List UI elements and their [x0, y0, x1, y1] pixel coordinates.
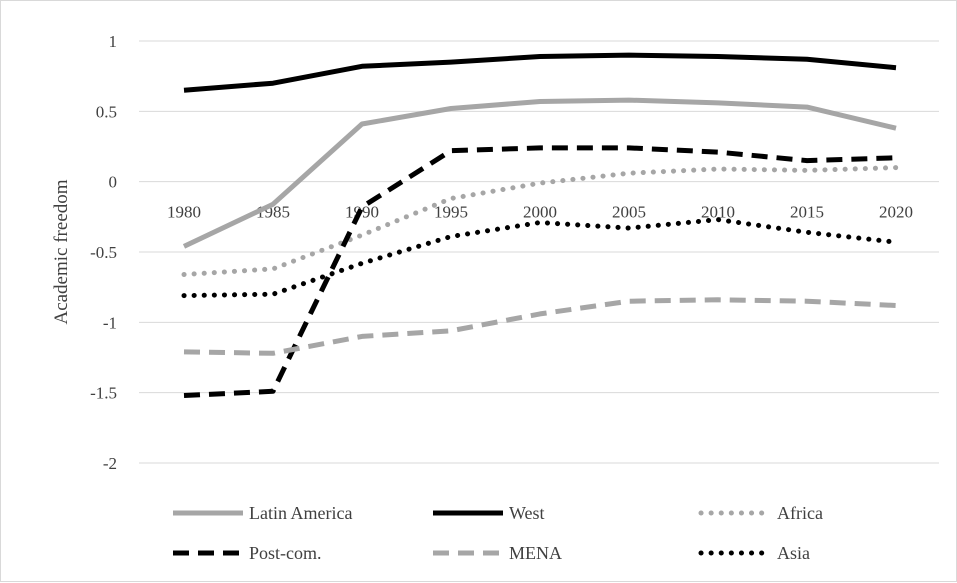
- y-tick-label: -0.5: [90, 243, 117, 262]
- y-tick-label: 1: [109, 32, 118, 51]
- series-line-mena: [183, 297, 897, 356]
- legend-label: MENA: [509, 543, 562, 563]
- x-tick-label: 2020: [879, 203, 913, 222]
- legend-label: Post-com.: [249, 543, 322, 563]
- series-line-africa: [181, 165, 899, 277]
- y-axis-tick-labels: 1 0.5 0 -0.5 -1 -1.5 -2: [90, 32, 117, 473]
- y-tick-label: 0.5: [96, 102, 117, 121]
- y-tick-label: -1.5: [90, 384, 117, 403]
- legend-label: Asia: [777, 543, 810, 563]
- y-axis-label: Academic freedom: [51, 179, 72, 324]
- legend-label: Africa: [777, 503, 823, 523]
- x-tick-label: 1995: [434, 203, 468, 222]
- series-line-latin-america: [182, 97, 897, 249]
- x-axis-tick-labels: 1980 1985 1990 1995 2000 2005 2010 2015 2020: [167, 203, 913, 222]
- series-line-post-com: [183, 145, 897, 398]
- x-tick-label: 2010: [701, 203, 735, 222]
- legend-label: Latin America: [249, 503, 352, 523]
- y-tick-label: -1: [103, 313, 117, 332]
- x-tick-label: 2005: [612, 203, 646, 222]
- x-tick-label: 1980: [167, 203, 201, 222]
- x-tick-label: 2000: [523, 203, 557, 222]
- series-line-west: [183, 52, 897, 93]
- series-line-asia: [181, 217, 899, 299]
- y-tick-label: -2: [103, 454, 117, 473]
- x-tick-label: 2015: [790, 203, 824, 222]
- y-tick-label: 0: [109, 173, 118, 192]
- gridlines: [139, 40, 939, 464]
- legend-label: West: [509, 503, 545, 523]
- series-lines: [181, 52, 899, 398]
- legend: Latin America West Africa Post-com. MENA Asia: [173, 503, 823, 563]
